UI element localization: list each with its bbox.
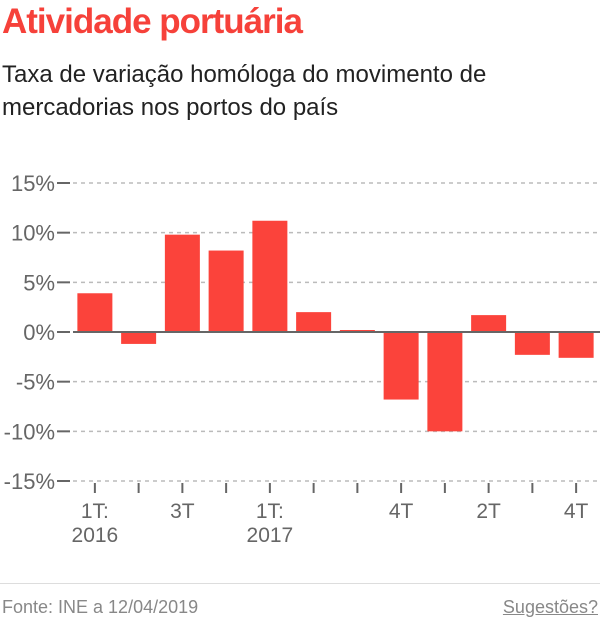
y-tick-label: -10% [4,419,55,444]
bar [514,332,550,355]
bar [252,220,288,332]
footer-divider [0,583,600,584]
x-tick-label: 4T [389,500,414,523]
bar [383,332,419,400]
bar [471,315,507,332]
x-tick-label: 1T: [81,500,109,523]
y-tick-label: -15% [4,469,55,494]
bar [427,332,463,432]
chart-title: Atividade portuária [2,2,303,41]
x-tick-label: 3T [170,500,195,523]
x-tick-label: 2016 [72,524,119,547]
x-tick-label: 1T: [256,500,284,523]
bar [164,234,200,332]
y-tick-label: -5% [16,370,55,395]
y-tick-label: 5% [23,270,55,295]
bar [558,332,594,358]
y-tick-label: 15% [11,171,55,196]
y-tick-label: 0% [23,320,55,345]
x-tick-label: 2T [476,500,501,523]
bar [296,312,332,332]
y-tick-label: 10% [11,221,55,246]
bar [121,332,157,344]
bar [208,250,244,332]
bar [77,293,113,332]
x-tick-label: 4T [564,500,589,523]
suggestions-link[interactable]: Sugestões? [502,597,598,617]
source-text: Fonte: INE a 12/04/2019 [2,597,199,617]
x-tick-label: 2017 [247,524,294,547]
chart-subtitle: Taxa de variação homóloga do movimento d… [2,61,487,121]
